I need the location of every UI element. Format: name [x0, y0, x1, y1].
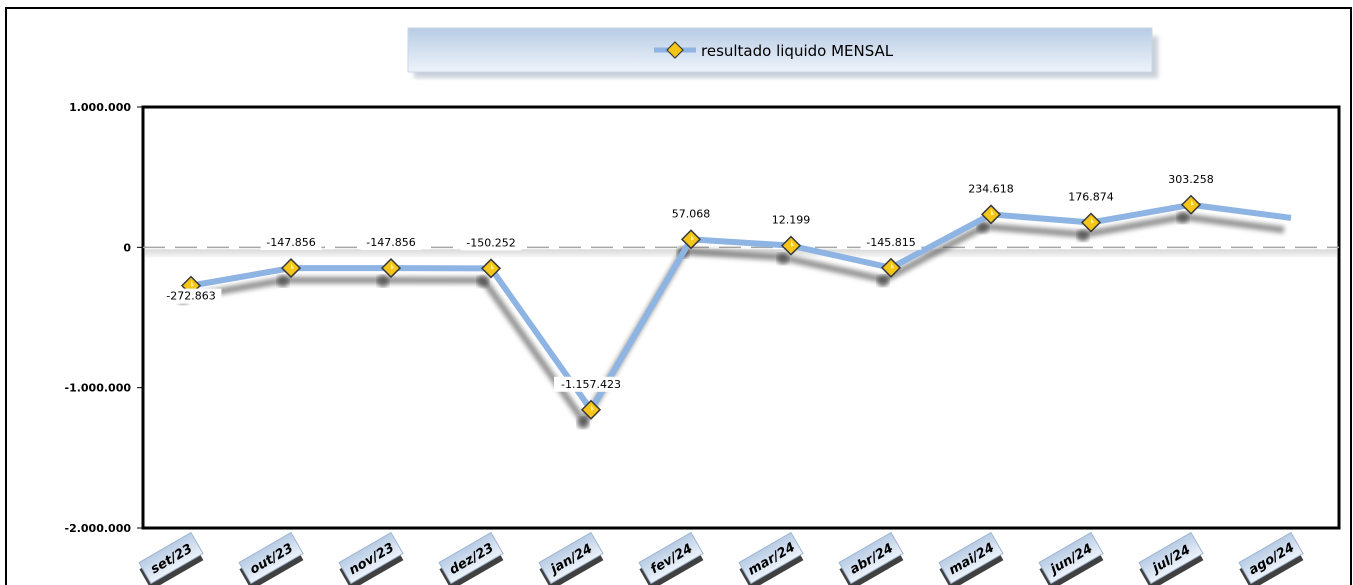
marker-shadow	[977, 221, 989, 234]
marker-shadow	[877, 274, 889, 287]
data-label: -145.815	[866, 236, 915, 249]
x-tick-group: jun/24	[1038, 531, 1104, 585]
marker-shadow	[277, 275, 289, 288]
data-label-bg	[1063, 189, 1119, 205]
x-label-box	[138, 531, 204, 585]
marker-shadow	[477, 275, 489, 288]
data-label-bg	[360, 235, 422, 251]
x-label-box	[838, 531, 904, 585]
marker-shadow	[777, 252, 789, 265]
marker-shadow	[1077, 229, 1089, 242]
x-label-box	[538, 531, 604, 585]
legend-series-label: resultado liquido MENSAL	[701, 42, 894, 60]
marker-highlight	[791, 240, 794, 247]
x-tick-group: jan/24	[538, 531, 604, 585]
marker-highlight	[991, 209, 994, 216]
data-label-bg	[667, 206, 715, 222]
data-labels: -272.863 -147.856 -147.856 -150.252 -1.157.4…	[160, 171, 1219, 392]
data-label-bg	[160, 288, 222, 304]
x-tick-group: dez/23	[438, 531, 504, 585]
series-shadow	[177, 211, 1285, 429]
data-label-bg	[767, 212, 815, 228]
marker-highlight	[1091, 217, 1094, 224]
data-label: -147.856	[266, 236, 315, 249]
data-label-bg	[860, 234, 922, 250]
x-tick-group: abr/24	[838, 531, 904, 585]
data-label: 303.258	[1168, 173, 1214, 186]
y-tick-label: 0	[123, 241, 131, 254]
x-label-box	[1038, 531, 1104, 585]
marker-shadow	[377, 275, 389, 288]
data-label: -1.157.423	[561, 378, 621, 391]
x-label-box	[1138, 531, 1204, 585]
y-tick-label: -2.000.000	[65, 522, 132, 535]
data-label-bg	[963, 181, 1019, 197]
x-tick-group: set/23	[138, 531, 204, 585]
data-label-bg	[460, 235, 522, 251]
marker-highlight	[291, 263, 294, 270]
x-tick-group: fev/24	[638, 531, 704, 585]
legend: resultado liquido MENSAL	[407, 27, 1158, 78]
x-label-box	[1238, 531, 1304, 585]
series-line	[190, 201, 1292, 413]
data-label: 176.874	[1068, 191, 1114, 204]
marker-highlight	[891, 262, 894, 269]
data-label-bg	[260, 235, 322, 251]
x-tick-group: ago/24	[1238, 531, 1304, 585]
y-axis: 1.000.000 0 -1.000.000 -2.000.000	[65, 101, 143, 535]
plot-area-frame	[141, 105, 1341, 530]
data-label: 234.618	[968, 182, 1014, 195]
x-tick-group: mai/24	[938, 531, 1004, 585]
x-label-box	[938, 531, 1004, 585]
series-line-shadow	[183, 213, 1285, 426]
marker-highlight	[191, 280, 194, 287]
y-tick-label: -1.000.000	[65, 382, 132, 395]
x-label-box	[338, 531, 404, 585]
data-label: 12.199	[772, 214, 811, 227]
x-label-box	[238, 531, 304, 585]
data-label-bg	[554, 376, 628, 392]
x-tick-group: out/23	[238, 531, 304, 585]
x-tick-group: nov/23	[338, 531, 404, 585]
x-label-box	[438, 531, 504, 585]
x-tick-group: mar/24	[738, 531, 804, 585]
data-label: -147.856	[366, 236, 415, 249]
marker-highlight	[391, 263, 394, 270]
marker-shadow	[1177, 211, 1189, 224]
marker-highlight	[1191, 199, 1194, 206]
chart-outer-border	[5, 7, 1352, 585]
legend-box	[407, 27, 1153, 73]
series-line-path	[190, 201, 1292, 413]
legend-marker-swatch	[666, 41, 684, 59]
data-label: 57.068	[672, 207, 711, 220]
data-label: -272.863	[166, 290, 215, 303]
marker-highlight	[491, 263, 494, 270]
x-label-box	[638, 531, 704, 585]
data-label-bg	[1163, 171, 1219, 187]
x-label-box	[738, 531, 804, 585]
marker-shadow	[577, 416, 589, 429]
y-tick-label: 1.000.000	[69, 101, 131, 114]
data-label: -150.252	[466, 236, 515, 249]
series-markers	[180, 194, 1202, 420]
marker-highlight	[691, 234, 694, 241]
x-tick-group: jul/24	[1138, 531, 1204, 585]
marker-highlight	[591, 404, 594, 411]
x-axis-labels: set/23 out/23 nov/23 dez/23 jan/24 fev/24 mar/…	[138, 531, 1304, 585]
